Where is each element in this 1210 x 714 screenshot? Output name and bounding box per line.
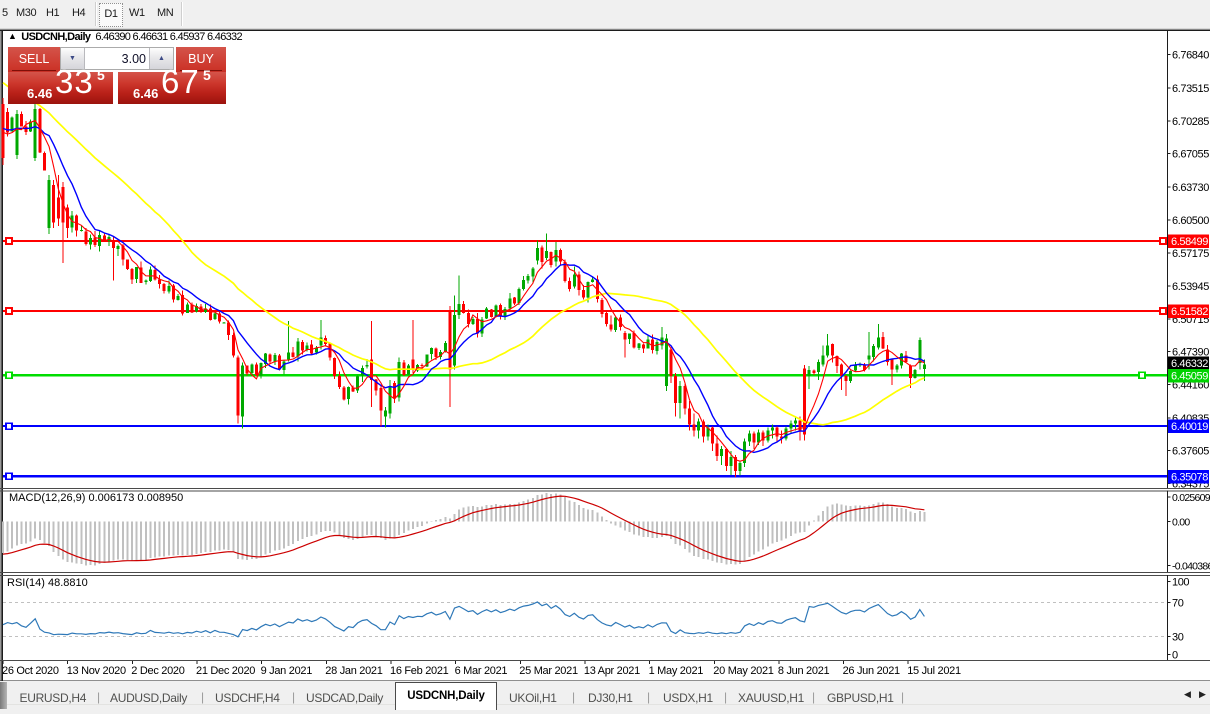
svg-text:13 Apr 2021: 13 Apr 2021 — [584, 665, 640, 677]
svg-text:6.73515: 6.73515 — [1172, 83, 1209, 95]
svg-text:-0.040386: -0.040386 — [1172, 561, 1210, 573]
svg-text:6.57175: 6.57175 — [1172, 248, 1209, 260]
svg-text:0: 0 — [1172, 650, 1178, 662]
svg-text:6.63730: 6.63730 — [1172, 182, 1209, 194]
svg-text:6.46332: 6.46332 — [1171, 358, 1208, 370]
svg-text:6.47390: 6.47390 — [1172, 347, 1209, 359]
svg-text:6.70285: 6.70285 — [1172, 116, 1209, 128]
svg-text:6.37605: 6.37605 — [1172, 446, 1209, 458]
svg-text:26 Oct 2020: 26 Oct 2020 — [2, 665, 59, 677]
svg-text:9 Jan 2021: 9 Jan 2021 — [261, 665, 313, 677]
svg-text:6.35078: 6.35078 — [1171, 471, 1208, 483]
svg-text:6.58499: 6.58499 — [1171, 236, 1208, 248]
svg-text:1 May 2021: 1 May 2021 — [649, 665, 704, 677]
svg-text:8 Jun 2021: 8 Jun 2021 — [778, 665, 830, 677]
svg-text:6.51582: 6.51582 — [1171, 306, 1208, 318]
svg-text:6.44160: 6.44160 — [1172, 380, 1209, 392]
svg-text:30: 30 — [1172, 632, 1184, 644]
svg-text:16 Feb 2021: 16 Feb 2021 — [390, 665, 449, 677]
svg-text:6.53945: 6.53945 — [1172, 281, 1209, 293]
svg-text:6.40019: 6.40019 — [1171, 421, 1208, 433]
svg-text:6.76840: 6.76840 — [1172, 50, 1209, 62]
svg-text:6.45059: 6.45059 — [1171, 370, 1208, 382]
svg-text:28 Jan 2021: 28 Jan 2021 — [325, 665, 382, 677]
svg-text:100: 100 — [1172, 577, 1189, 589]
svg-text:2 Dec 2020: 2 Dec 2020 — [131, 665, 184, 677]
svg-text:20 May 2021: 20 May 2021 — [713, 665, 773, 677]
svg-text:6.67055: 6.67055 — [1172, 149, 1209, 161]
svg-text:25 Mar 2021: 25 Mar 2021 — [519, 665, 578, 677]
svg-text:70: 70 — [1172, 597, 1184, 609]
svg-text:6.60500: 6.60500 — [1172, 215, 1209, 227]
svg-text:15 Jul 2021: 15 Jul 2021 — [907, 665, 961, 677]
svg-text:6 Mar 2021: 6 Mar 2021 — [455, 665, 508, 677]
svg-text:13 Nov 2020: 13 Nov 2020 — [67, 665, 126, 677]
svg-text:26 Jun 2021: 26 Jun 2021 — [843, 665, 900, 677]
svg-text:0.00: 0.00 — [1172, 517, 1190, 529]
svg-text:MACD(12,26,9) 0.006173 0.00895: MACD(12,26,9) 0.006173 0.008950 — [9, 492, 183, 504]
svg-text:21 Dec 2020: 21 Dec 2020 — [196, 665, 255, 677]
svg-text:RSI(14) 48.8810: RSI(14) 48.8810 — [7, 577, 88, 589]
svg-text:0.025609: 0.025609 — [1172, 492, 1210, 504]
